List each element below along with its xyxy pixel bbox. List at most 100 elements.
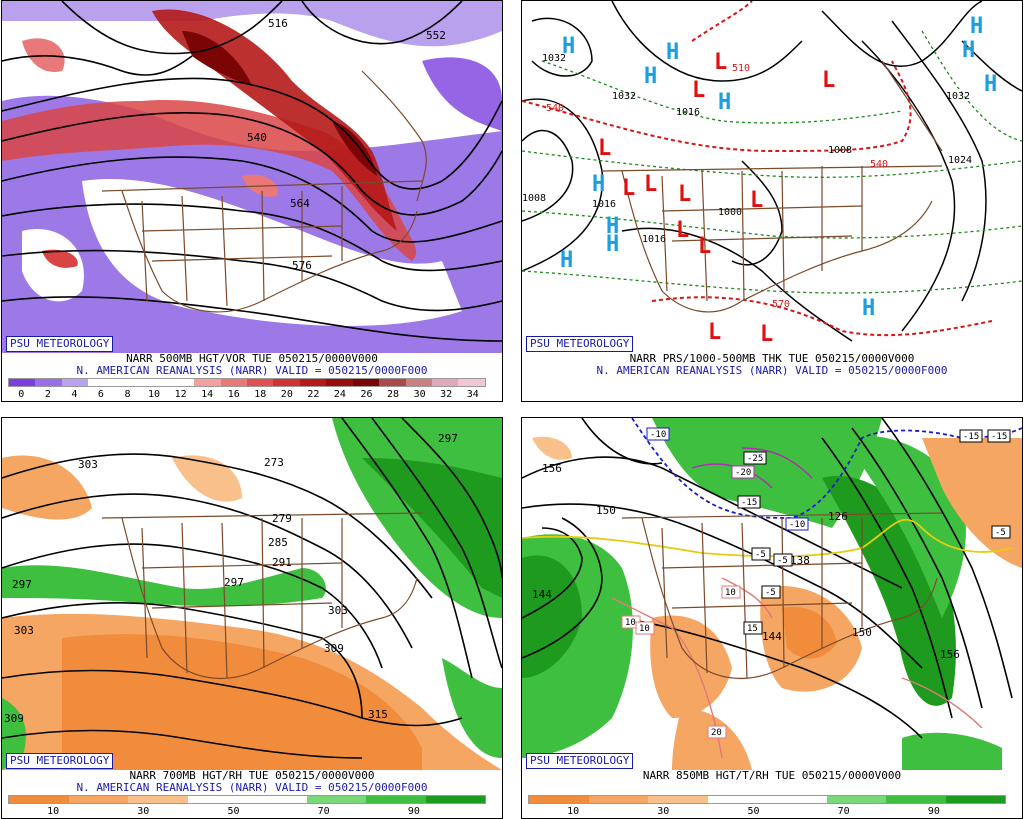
caption-title: NARR 500MB HGT/VOR TUE 050215/0000V000 [126,352,378,365]
psu-badge: PSU METEOROLOGY [526,753,634,769]
caption-valid: N. AMERICAN REANALYSIS (NARR) VALID = 05… [76,364,428,377]
thickness-label: 540 [870,159,888,170]
high-pressure-marker: H [592,172,605,197]
high-pressure-marker: H [606,232,619,257]
colorbar-tick-label: 16 [227,389,240,400]
temperature-label-box: -5 [761,585,781,599]
contour-label: 309 [4,712,24,725]
contour-label: 309 [324,642,344,655]
isobar-label: 1008 [828,145,852,156]
rh-colorbar-ticks: 10 30 50 70 90 [528,806,1006,818]
colorbar-tick-label: 30 [413,389,426,400]
contour-label: 303 [328,604,348,617]
contour-label: 144 [532,588,552,601]
rh700-map: 303 297 279 285 291 297 303 309 309 315 … [2,418,502,770]
temperature-label: 10 [625,618,636,628]
temperature-label: 20 [711,728,722,738]
colorbar-tick-label: 18 [254,389,267,400]
low-pressure-marker: L [622,176,635,201]
isobar-label: 1016 [676,107,700,118]
temperature-label: -20 [735,468,751,478]
colorbar-tick-label: 6 [97,389,104,400]
psu-badge: PSU METEOROLOGY [6,753,114,769]
psu-badge: PSU METEOROLOGY [6,336,114,352]
isobar-label: 1016 [592,199,616,210]
contour-label: 576 [292,259,312,272]
colorbar-swatch [187,796,247,803]
temperature-label: -10 [789,520,805,530]
contour-label: 303 [14,624,34,637]
temperature-label-box: -10 [646,427,670,441]
colorbar-swatch [128,796,188,803]
temperature-label: -25 [747,454,763,464]
colorbar-swatch [326,379,353,386]
temperature-label: -5 [765,588,776,598]
isobar-label: 1032 [612,91,636,102]
contour-label: 297 [224,576,244,589]
colorbar-swatch [88,379,115,386]
contour-label: 540 [247,131,267,144]
colorbar-swatch [299,379,327,386]
colorbar-tick-label: 90 [407,806,420,817]
temperature-label: -5 [995,528,1006,538]
contour-label: 564 [290,197,310,210]
colorbar-swatch [366,796,426,803]
temperature-label-box: -15 [737,495,761,509]
low-pressure-marker: L [676,218,689,243]
low-pressure-marker: L [750,188,763,213]
contour-label: 315 [368,708,388,721]
high-pressure-marker: H [984,72,997,97]
temperature-label-box: -10 [785,517,809,531]
low-pressure-marker: L [678,182,691,207]
colorbar-swatch [9,379,36,386]
colorbar-swatch [432,379,459,386]
low-pressure-marker: L [714,50,727,75]
colorbar-swatch [194,379,221,386]
contour-label: 297 [438,432,458,445]
colorbar-tick-label: 24 [333,389,346,400]
panel-mslp-thickness: H H H H H H H H H H H H L L L L L L L L … [521,0,1023,402]
caption-valid: N. AMERICAN REANALYSIS (NARR) VALID = 05… [76,781,428,794]
isobar-label: 1000 [718,207,742,218]
vorticity-colorbar [8,378,486,387]
caption-title: NARR 850MB HGT/T/RH TUE 050215/0000V000 [642,769,902,782]
caption-valid: N. AMERICAN REANALYSIS (NARR) VALID = 05… [596,364,948,377]
colorbar-swatch [826,796,886,803]
thickness-label: 510 [732,63,750,74]
colorbar-swatch [220,379,247,386]
colorbar-tick-label: 32 [440,389,453,400]
vorticity-map: 516 552 540 564 576 [2,1,502,353]
high-pressure-marker: H [862,296,875,321]
high-pressure-marker: H [606,214,619,239]
colorbar-tick-label: 0 [18,389,25,400]
rh-colorbar-ticks: 10 30 50 70 90 [8,806,486,818]
vorticity-colorbar-ticks: 0 2 4 6 8 10 12 14 16 18 20 22 24 26 28 30 32 34 [8,389,486,401]
temperature-label: -5 [755,550,766,560]
high-pressure-marker: H [560,248,573,273]
temperature-label-box: -5 [991,525,1011,539]
colorbar-swatch [9,796,69,803]
low-pressure-marker: L [644,172,657,197]
temperature-label: -10 [650,430,666,440]
contour-label: 150 [596,504,616,517]
temperature-label-box: 15 [743,621,763,635]
temperature-label-box: 10 [721,585,741,599]
rh-colorbar [528,795,1006,804]
contour-label: 552 [426,29,446,42]
temperature-label: -5 [777,556,788,566]
contour-label: 156 [940,648,960,661]
colorbar-tick-label: 30 [657,806,670,817]
contour-label: 156 [542,462,562,475]
colorbar-swatch [425,796,485,803]
contour-label: 126 [828,510,848,523]
temperature-label-box: -5 [773,553,793,567]
contour-label: 303 [78,458,98,471]
low-pressure-marker: L [598,136,611,161]
colorbar-tick-label: 50 [227,806,240,817]
low-pressure-marker: L [708,320,721,345]
panel-850mb-temp-rh: 156 150 144 138 126 144 150 156 -10 -25 … [521,417,1023,819]
colorbar-tick-label: 10 [567,806,580,817]
colorbar-swatch [141,379,168,386]
temperature-label: -15 [991,432,1007,442]
colorbar-swatch [246,379,274,386]
